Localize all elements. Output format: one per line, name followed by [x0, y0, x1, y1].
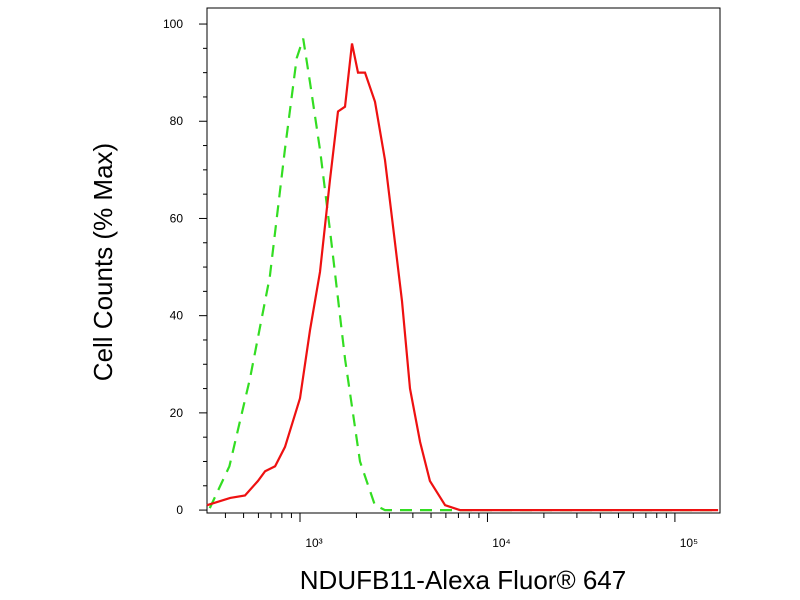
x-axis-label: NDUFB11-Alexa Fluor® 647	[300, 565, 626, 595]
series-line	[206, 43, 719, 512]
y-tick-label: 40	[170, 309, 184, 323]
y-axis-label: Cell Counts (% Max)	[88, 143, 118, 381]
plot-frame	[206, 7, 721, 514]
y-tick-label: 80	[170, 114, 184, 128]
y-tick-label: 100	[163, 17, 183, 31]
x-tick-label: 10⁵	[680, 536, 698, 550]
x-tick-label: 10³	[305, 536, 322, 550]
y-tick-label: 20	[170, 406, 184, 420]
y-tick-label: 0	[176, 503, 183, 517]
series-line	[208, 38, 719, 512]
y-tick-label: 60	[170, 211, 184, 225]
x-tick-label: 10⁴	[492, 536, 511, 550]
